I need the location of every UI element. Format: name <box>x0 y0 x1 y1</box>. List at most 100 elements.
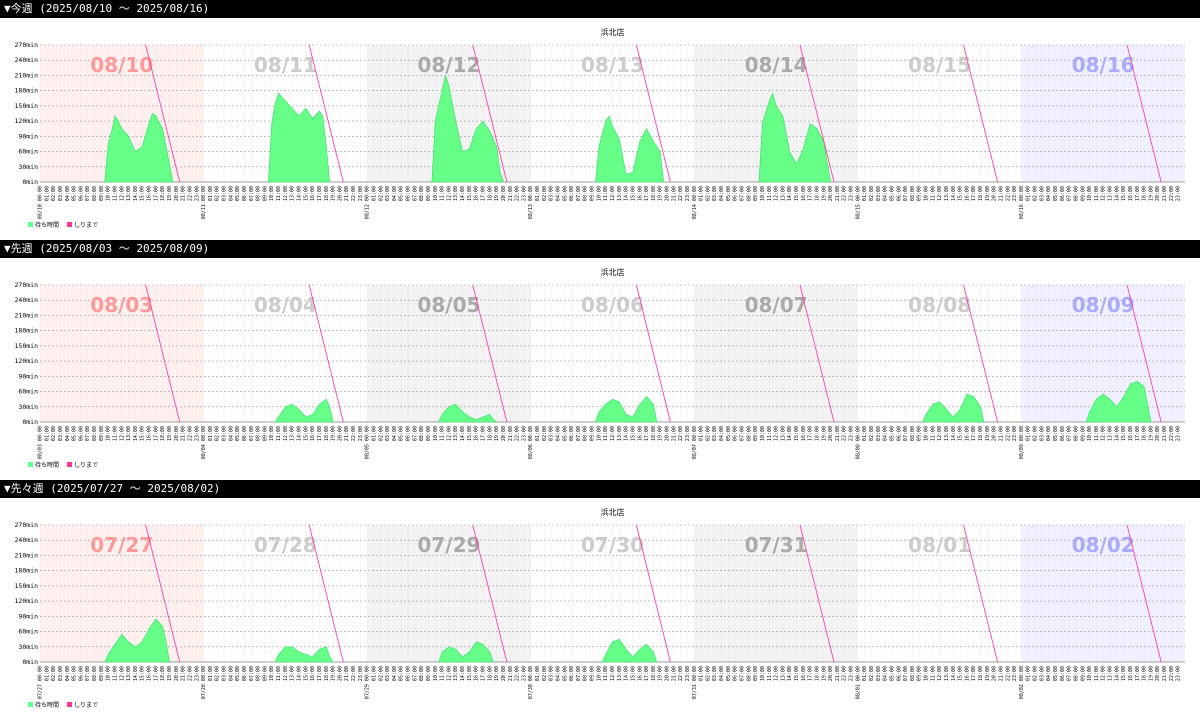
x-tick-label: 08:00 <box>583 666 589 681</box>
legend-label-remaining: しりまで <box>74 222 98 229</box>
wait-time-area <box>274 398 334 423</box>
x-tick-label: 07:00 <box>249 186 255 201</box>
x-tick-label: 18:00 <box>978 426 984 441</box>
x-tick-label: 14:00 <box>1114 426 1120 441</box>
x-tick-label: 10:00 <box>1087 666 1093 681</box>
x-tick-label: 07/31 00:00 <box>692 666 698 699</box>
x-tick-label: 02:00 <box>542 186 548 201</box>
legend-label-wait-time: 待ち時間 <box>35 701 59 709</box>
legend-label-remaining: しりまで <box>74 462 98 469</box>
x-tick-label: 07:00 <box>576 666 582 681</box>
x-tick-label: 13:00 <box>617 426 623 441</box>
x-tick-label: 15:00 <box>303 426 309 441</box>
x-tick-label: 01:00 <box>208 186 214 201</box>
x-tick-label: 14:00 <box>624 186 630 201</box>
wait-time-area <box>104 113 174 183</box>
x-tick-label: 13:00 <box>290 666 296 681</box>
x-tick-label: 03:00 <box>1039 186 1045 201</box>
x-tick-label: 18:00 <box>978 186 984 201</box>
week-header-two-weeks-ago[interactable]: ▼先々週 (2025/07/27 ～ 2025/08/02) <box>0 480 1200 498</box>
x-tick-label: 05:00 <box>235 426 241 441</box>
x-tick-label: 05:00 <box>726 666 732 681</box>
x-tick-label: 17:00 <box>808 666 814 681</box>
x-tick-label: 19:00 <box>494 426 500 441</box>
day-label: 08/15 <box>908 53 971 77</box>
x-tick-label: 07:00 <box>85 426 91 441</box>
x-tick-label: 10:00 <box>596 186 602 201</box>
x-tick-label: 08:00 <box>92 666 98 681</box>
remaining-time-line <box>145 284 181 423</box>
y-tick-label: 210min <box>15 551 39 559</box>
x-tick-label: 23:00 <box>1176 426 1182 441</box>
x-tick-label: 16:00 <box>147 186 153 201</box>
x-tick-label: 12:00 <box>937 186 943 201</box>
legend-label-wait-time: 待ち時間 <box>35 461 59 469</box>
x-tick-label: 04:00 <box>65 426 71 441</box>
x-tick-label: 16:00 <box>637 186 643 201</box>
x-tick-label: 14:00 <box>1114 666 1120 681</box>
x-tick-label: 19:00 <box>821 666 827 681</box>
remaining-time-line <box>145 44 181 183</box>
x-tick-label: 21:00 <box>344 426 350 441</box>
x-tick-label: 14:00 <box>460 666 466 681</box>
x-tick-label: 09:00 <box>1080 186 1086 201</box>
chart-title: 浜北店 <box>601 267 625 277</box>
x-tick-label: 09:00 <box>917 666 923 681</box>
x-tick-label: 23:00 <box>685 666 691 681</box>
x-tick-label: 09:00 <box>590 426 596 441</box>
x-tick-label: 01:00 <box>535 186 541 201</box>
legend-label-wait-time: 待ち時間 <box>35 221 59 229</box>
x-tick-label: 22:00 <box>515 426 521 441</box>
day-label: 08/06 <box>581 293 644 317</box>
x-tick-label: 05:00 <box>562 426 568 441</box>
x-tick-label: 11:00 <box>276 666 282 681</box>
x-tick-label: 09:00 <box>590 186 596 201</box>
x-tick-label: 16:00 <box>637 426 643 441</box>
x-tick-label: 02:00 <box>51 186 57 201</box>
x-tick-label: 23:00 <box>358 186 364 201</box>
x-tick-label: 20:00 <box>174 186 180 201</box>
week-header-this-week[interactable]: ▼今週 (2025/08/10 ～ 2025/08/16) <box>0 0 1200 18</box>
x-tick-label: 16:00 <box>801 666 807 681</box>
wait-time-area <box>922 393 985 423</box>
x-tick-label: 08:00 <box>419 186 425 201</box>
week-header-last-week[interactable]: ▼先週 (2025/08/03 ～ 2025/08/09) <box>0 240 1200 258</box>
x-tick-label: 16:00 <box>474 186 480 201</box>
x-tick-label: 13:00 <box>126 186 132 201</box>
x-tick-label: 06:00 <box>733 426 739 441</box>
x-tick-label: 01:00 <box>371 666 377 681</box>
wait-time-chart-this-week: 浜北店 0min 30min 60min 90min 120min 150min 180min… <box>15 27 1185 229</box>
week-section-this-week: ▼今週 (2025/08/10 ～ 2025/08/16) 浜北店 0min 30m… <box>0 0 1200 240</box>
x-tick-label: 14:00 <box>296 666 302 681</box>
x-tick-label: 19:00 <box>1148 426 1154 441</box>
x-tick-label: 10:00 <box>924 666 930 681</box>
x-tick-label: 23:00 <box>1176 666 1182 681</box>
x-tick-label: 01:00 <box>535 666 541 681</box>
x-tick-label: 09:00 <box>917 186 923 201</box>
x-tick-label: 08/07 00:00 <box>692 426 698 459</box>
x-tick-label: 21:00 <box>998 426 1004 441</box>
day-label: 07/31 <box>745 533 808 557</box>
x-tick-label: 22:00 <box>842 426 848 441</box>
x-tick-label: 01:00 <box>44 186 50 201</box>
x-tick-label: 22:00 <box>678 666 684 681</box>
day-label: 07/28 <box>254 533 317 557</box>
x-tick-label: 07:00 <box>903 426 909 441</box>
x-tick-label: 20:00 <box>828 186 834 201</box>
legend-swatch-wait-time <box>28 702 33 707</box>
x-tick-label: 23:00 <box>521 666 527 681</box>
x-tick-label: 02:00 <box>705 186 711 201</box>
remaining-time-line <box>963 524 998 663</box>
x-tick-label: 04:00 <box>1046 666 1052 681</box>
remaining-time-line <box>1126 284 1162 423</box>
x-tick-label: 13:00 <box>453 426 459 441</box>
x-tick-label: 03:00 <box>549 666 555 681</box>
x-tick-label: 20:00 <box>1155 186 1161 201</box>
x-tick-label: 12:00 <box>446 186 452 201</box>
x-tick-label: 17:00 <box>317 426 323 441</box>
x-tick-label: 10:00 <box>106 186 112 201</box>
x-tick-label: 15:00 <box>467 186 473 201</box>
x-tick-label: 18:00 <box>487 426 493 441</box>
x-tick-label: 05:00 <box>72 426 78 441</box>
x-tick-label: 05:00 <box>399 186 405 201</box>
